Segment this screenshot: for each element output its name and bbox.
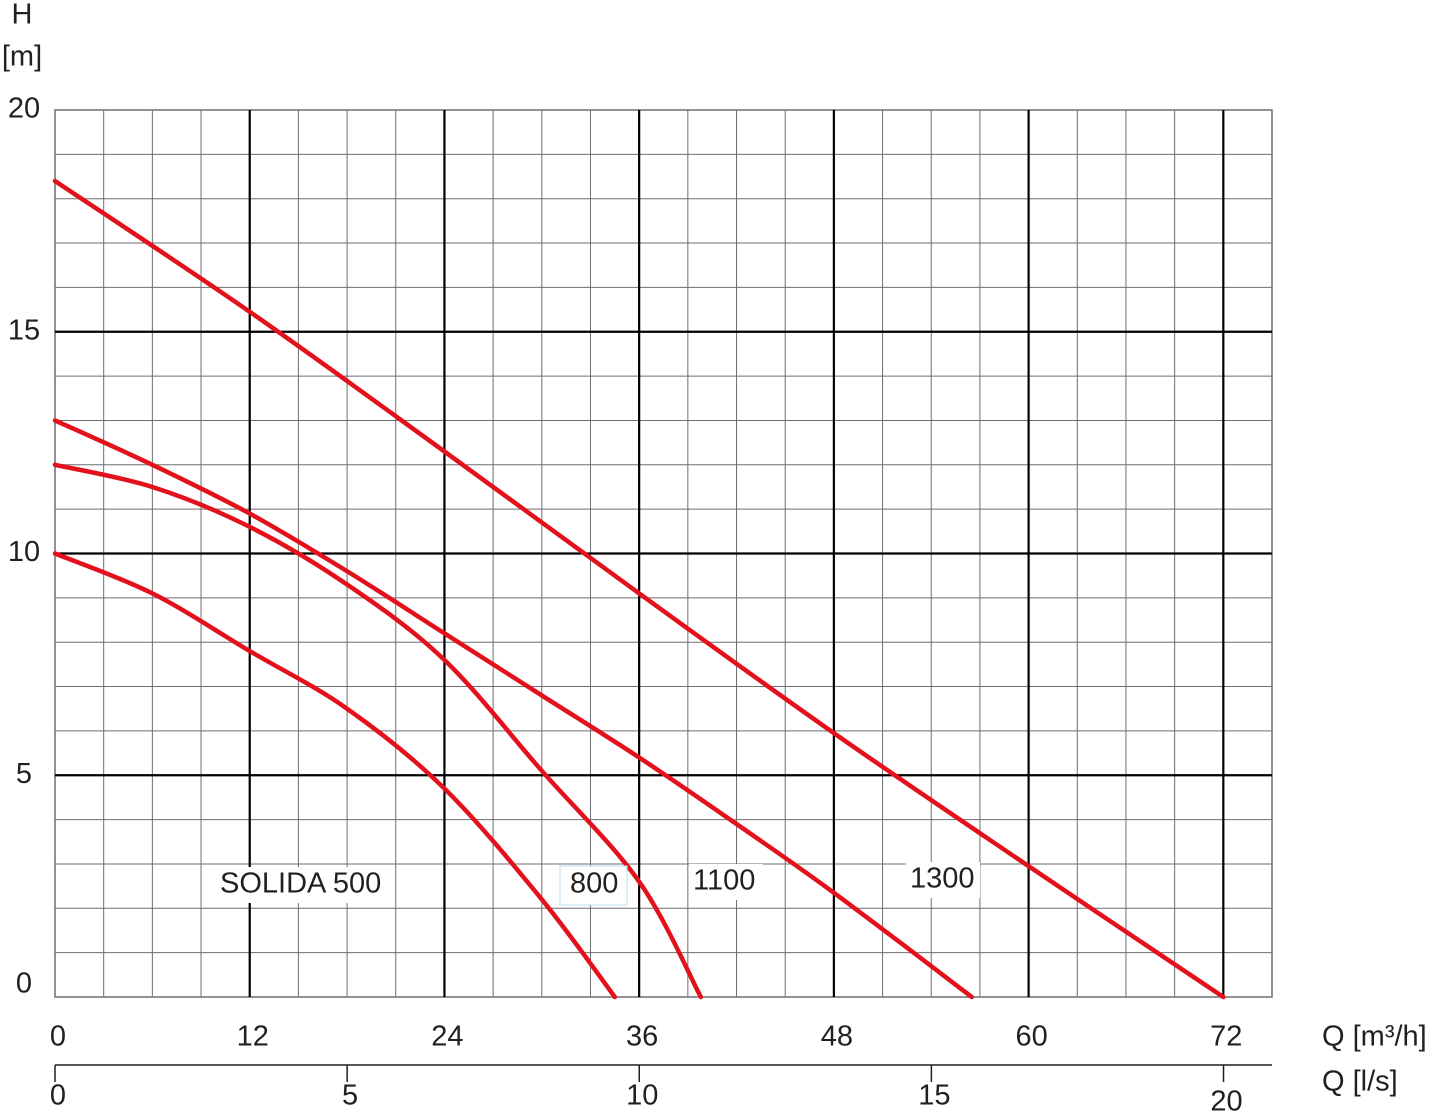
y-tick-label: 0 <box>16 968 32 1000</box>
x2-tick-label: 15 <box>918 1080 950 1112</box>
y-tick-label: 10 <box>8 536 40 568</box>
x2-tick-label: 0 <box>50 1080 66 1112</box>
curve <box>52 551 618 1000</box>
y-tick-label: 20 <box>8 93 40 125</box>
x-tick-label: 72 <box>1210 1021 1242 1053</box>
x-tick-label: 60 <box>1015 1021 1047 1053</box>
curve <box>52 462 704 1000</box>
curve <box>52 418 975 1000</box>
x2-tick-label: 20 <box>1210 1086 1242 1118</box>
x2-axis-label: Q [l/s] <box>1322 1066 1398 1098</box>
label-bg <box>216 867 389 903</box>
x-tick-label: 24 <box>431 1021 463 1053</box>
y-tick-label: 5 <box>16 758 32 790</box>
x2-tick-label: 10 <box>626 1080 658 1112</box>
x2-tick-label: 5 <box>342 1080 358 1112</box>
x-tick-label: 36 <box>626 1021 658 1053</box>
x-tick-label: 0 <box>50 1021 66 1053</box>
curve-label: 1100 <box>693 865 755 897</box>
label-bg <box>906 862 980 898</box>
x-tick-label: 12 <box>237 1021 269 1053</box>
curve <box>52 178 1226 1000</box>
label-box <box>559 865 628 906</box>
curve-label: 800 <box>570 868 618 900</box>
y-tick-label: 15 <box>8 314 40 346</box>
x-tick-label: 48 <box>821 1021 853 1053</box>
label-bg <box>689 864 763 900</box>
curve-label: 1300 <box>910 863 975 895</box>
x-axis-label: Q [m³/h] <box>1322 1021 1427 1053</box>
y-axis-unit: [m] <box>2 41 42 73</box>
y-axis-label: H <box>12 0 33 31</box>
curve-label: SOLIDA 500 <box>220 868 381 900</box>
